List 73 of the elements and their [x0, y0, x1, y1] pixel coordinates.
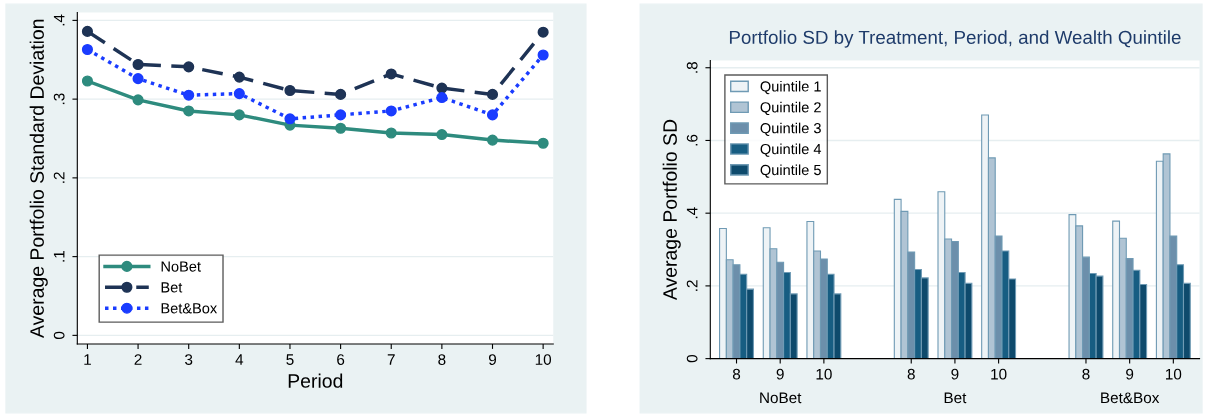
point: [537, 49, 549, 61]
x-tick-label: 4: [235, 354, 244, 365]
x-tick-label: 10: [535, 354, 552, 365]
legend-label: Quintile 3: [760, 122, 821, 136]
text: NoBet: [760, 392, 802, 404]
y-tick-label: .1: [53, 250, 65, 262]
chart-title: Portfolio SD by Treatment, Period, and Wealth Quintile: [729, 30, 1181, 48]
legend-label: Quintile 1: [760, 80, 821, 95]
point: [385, 127, 397, 139]
y-tick-label: .3: [53, 93, 65, 105]
point: [284, 113, 296, 125]
point: [81, 25, 93, 37]
point: [335, 88, 347, 100]
point: [284, 84, 296, 97]
point: [537, 26, 549, 38]
y-tick-label: .2: [686, 280, 698, 291]
y-axis-title: Average Portfolio Standard Deviation: [29, 19, 48, 339]
point: [132, 94, 144, 106]
point: [486, 109, 499, 121]
point: [436, 129, 448, 141]
x-tick-label: 10: [816, 368, 832, 380]
x-tick-label: 10: [991, 368, 1007, 380]
y-tick-label: .2: [53, 172, 65, 183]
point: [537, 137, 549, 149]
legend-label: Bet: [161, 282, 183, 293]
x-tick-label: 9: [488, 354, 497, 365]
x-tick-label: 9: [1126, 368, 1134, 380]
legend-label: Quintile 4: [760, 143, 822, 157]
y-tick-label: .4: [53, 14, 65, 26]
point: [183, 89, 195, 101]
x-tick-label: 9: [951, 368, 959, 380]
x-tick-label: 10: [1166, 368, 1182, 380]
legend-label: Quintile 2: [760, 101, 821, 116]
x-tick-label: 8: [732, 368, 741, 380]
x-tick-label: 5: [286, 354, 294, 365]
legend-label: Bet&Box: [161, 303, 218, 314]
point: [233, 71, 245, 83]
x-tick-label: 1: [84, 354, 91, 365]
y-tick-label: .6: [686, 134, 698, 146]
point: [436, 91, 448, 104]
point: [233, 109, 245, 121]
y-tick-label: .8: [686, 62, 698, 73]
point: [233, 88, 245, 100]
x-tick-label: 7: [387, 354, 395, 365]
y-tick-label: .4: [686, 207, 698, 219]
x-tick-label: 8: [907, 368, 915, 380]
point: [436, 82, 448, 94]
x-axis-title: Period: [288, 373, 343, 388]
point: [183, 61, 195, 73]
x-tick-label: 9: [776, 368, 784, 380]
x-tick-label: 6: [337, 354, 345, 365]
point: [81, 75, 93, 87]
legend-label: NoBet: [161, 261, 201, 272]
point: [335, 109, 347, 121]
text: Bet: [944, 392, 967, 404]
x-tick-label: 8: [438, 354, 446, 365]
point: [132, 73, 144, 85]
y-tick-label: 0: [53, 331, 65, 340]
x-tick-label: 3: [185, 354, 193, 365]
point: [132, 58, 144, 71]
point: [385, 68, 397, 80]
point: [81, 43, 93, 56]
text: Bet&Box: [1101, 392, 1160, 404]
x-tick-label: 8: [1082, 368, 1090, 380]
point: [486, 88, 499, 100]
legend-label: Quintile 5: [760, 164, 821, 178]
x-tick-label: 2: [134, 354, 142, 365]
point: [385, 105, 397, 117]
point: [486, 134, 499, 146]
point: [183, 105, 195, 117]
point: [335, 122, 347, 134]
y-axis-title: Average Portfolio SD: [662, 119, 681, 301]
y-tick-label: 0: [686, 354, 698, 363]
